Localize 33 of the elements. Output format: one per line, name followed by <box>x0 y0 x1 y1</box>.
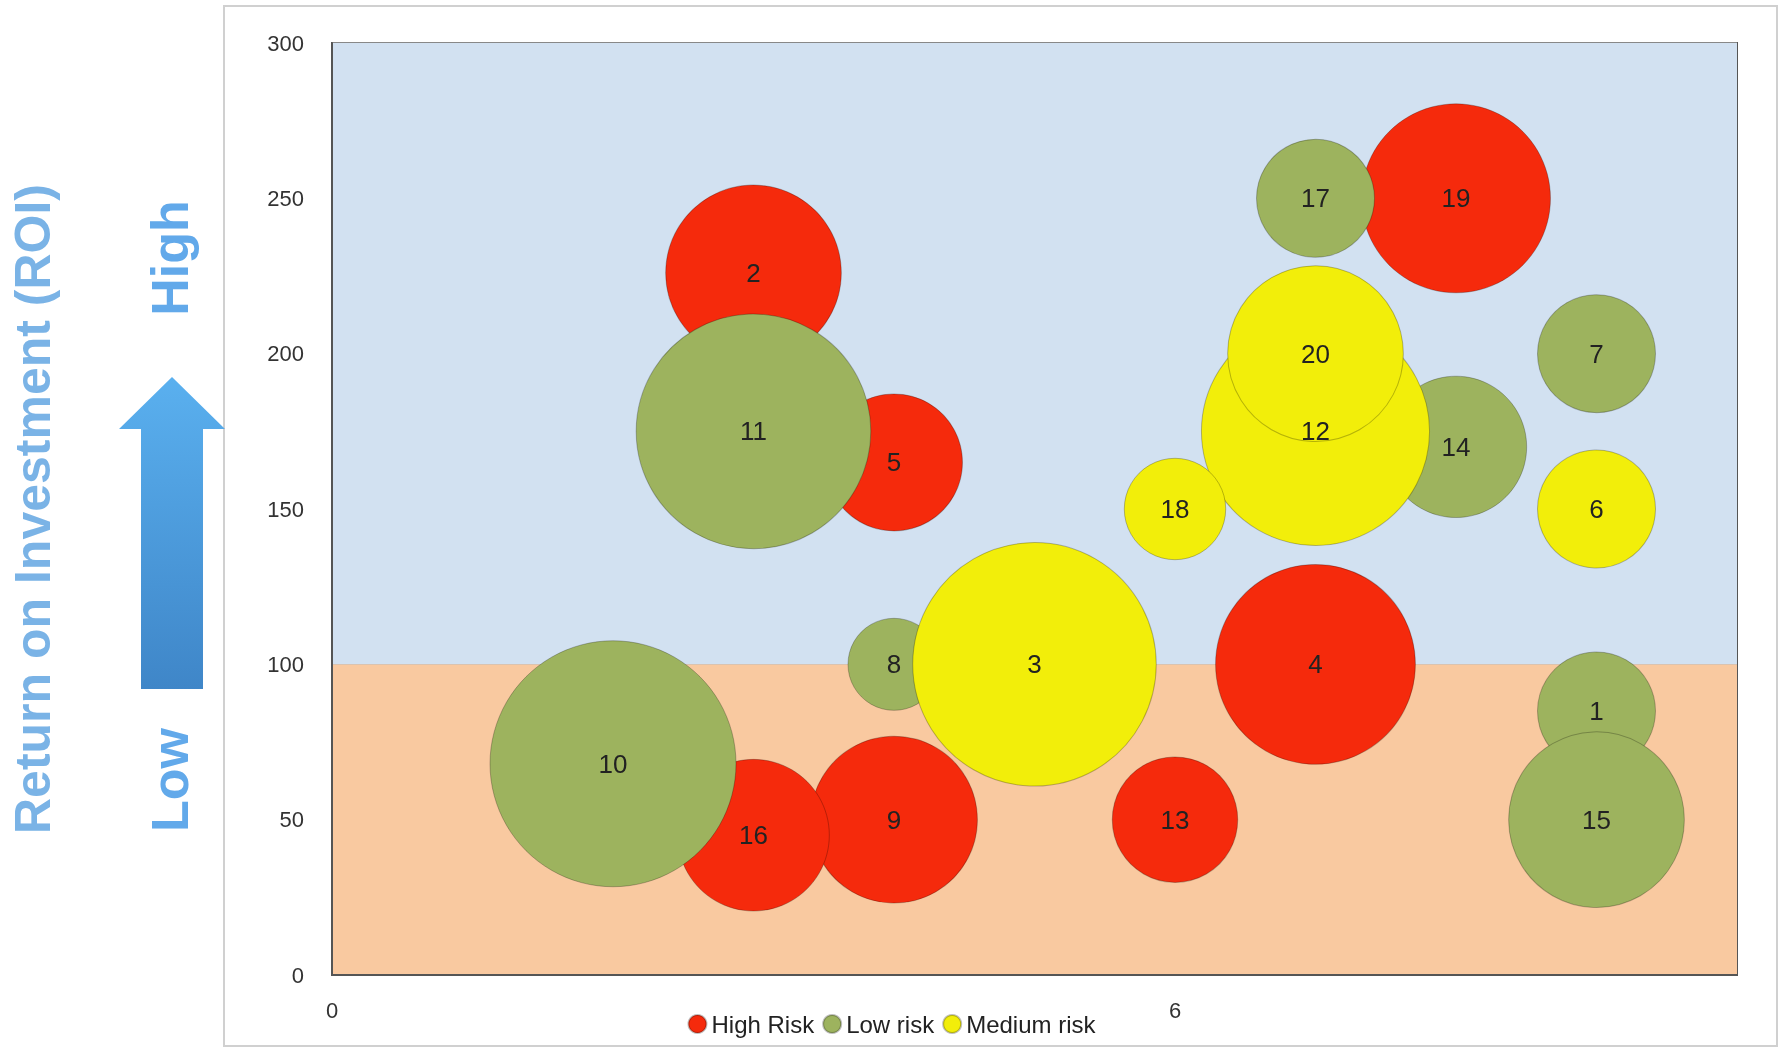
y-tick-label: 250 <box>267 185 304 211</box>
annotation: 6 <box>1589 494 1604 524</box>
text: Low <box>141 727 199 832</box>
annotation: 12 <box>1301 416 1330 447</box>
annotation: 18 <box>1160 494 1190 524</box>
annotation: 3 <box>1027 649 1042 680</box>
annotation: 11 <box>740 416 767 447</box>
annotation: 8 <box>886 649 902 680</box>
annotation: 7 <box>1589 338 1604 369</box>
annotation: 20 <box>1301 338 1330 369</box>
y-tick-label: 150 <box>267 496 304 522</box>
legend-label: High Risk <box>711 1010 816 1038</box>
annotation: 5 <box>886 447 902 478</box>
annotation: 16 <box>739 820 768 851</box>
legend-label: Medium risk <box>966 1010 1097 1038</box>
y-axis-title: Return on Investment (ROI) <box>5 183 61 835</box>
annotation: 13 <box>1160 804 1190 835</box>
y-tick-label: 50 <box>279 807 304 833</box>
annotation: 2 <box>746 257 761 288</box>
annotation: 10 <box>598 748 628 779</box>
y-tick-label: 300 <box>267 30 304 56</box>
annotation: 4 <box>1308 649 1323 680</box>
y-tick-label: 0 <box>291 962 304 988</box>
legend-label: Low risk <box>846 1010 936 1038</box>
annotation: 19 <box>1441 183 1471 214</box>
text: High <box>141 200 199 316</box>
y-tick-label: 200 <box>267 341 304 367</box>
annotation: 17 <box>1301 183 1330 214</box>
annotation: 14 <box>1441 431 1471 462</box>
annotation: 1 <box>1589 695 1604 726</box>
annotation: 15 <box>1582 804 1611 835</box>
y-tick-label: 100 <box>267 651 304 677</box>
annotation: 9 <box>886 804 902 835</box>
